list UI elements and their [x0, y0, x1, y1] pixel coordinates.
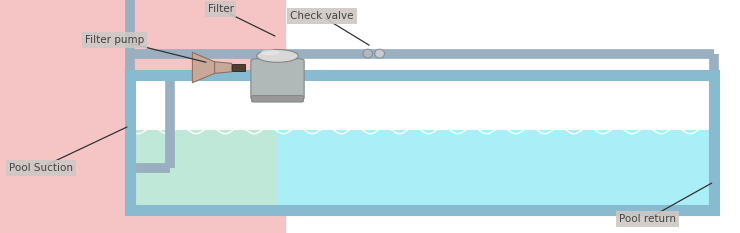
Text: Filter: Filter [207, 4, 234, 14]
Ellipse shape [260, 49, 280, 55]
Bar [130, 75, 714, 210]
Text: Check valve: Check valve [290, 11, 354, 21]
Bar [130, 75, 714, 210]
Polygon shape [192, 52, 215, 83]
Text: Pool return: Pool return [619, 214, 676, 224]
Ellipse shape [257, 49, 298, 62]
Ellipse shape [375, 49, 385, 58]
Polygon shape [215, 62, 232, 73]
Text: Filter pump: Filter pump [85, 35, 144, 45]
Bar [232, 64, 245, 71]
Bar [0, 0, 285, 233]
Bar [130, 130, 714, 210]
FancyBboxPatch shape [252, 96, 303, 102]
FancyBboxPatch shape [251, 59, 304, 100]
Text: Pool Suction: Pool Suction [9, 163, 73, 173]
Bar [130, 130, 278, 210]
Ellipse shape [363, 49, 372, 58]
